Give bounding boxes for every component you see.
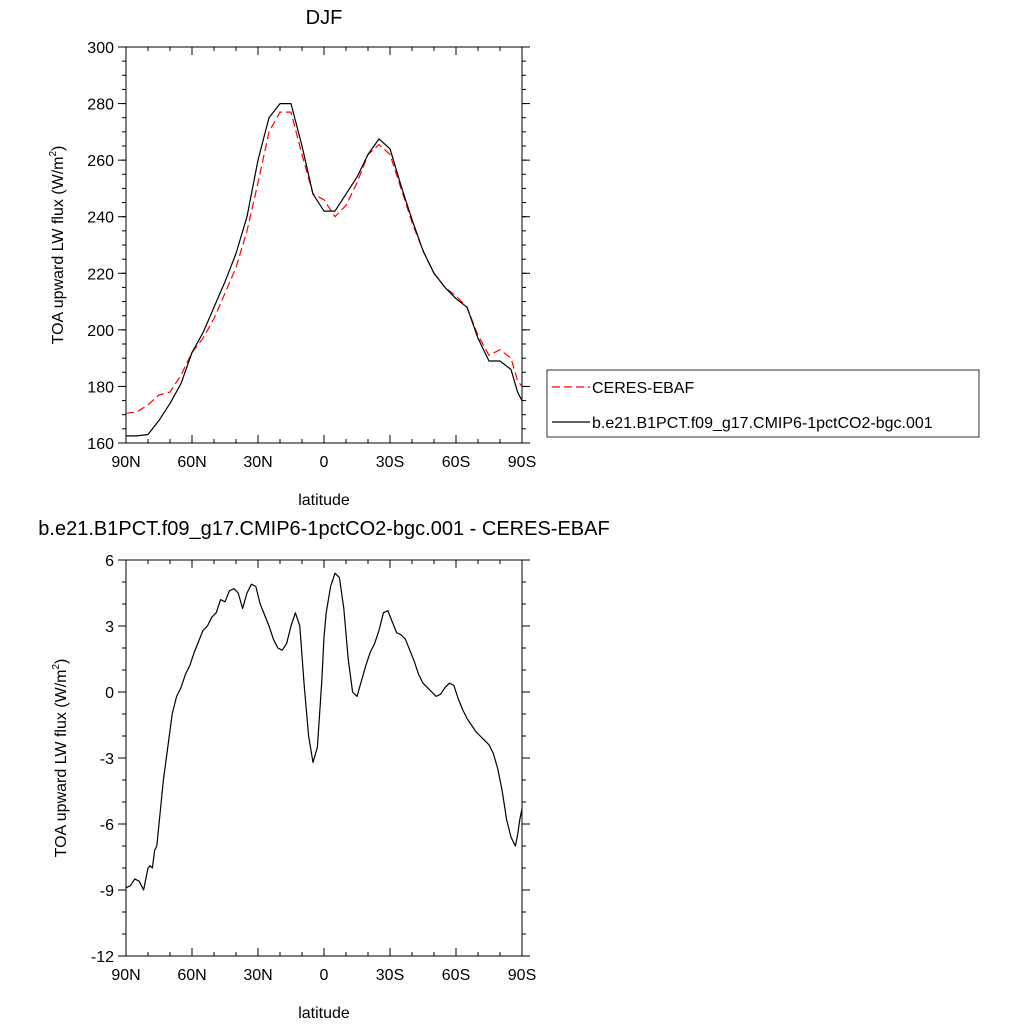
y-tick-label: 280 [87, 97, 114, 114]
x-tick-label: 30N [243, 967, 272, 984]
bottom-chart-panel: b.e21.B1PCT.f09_g17.CMIP6-1pctCO2-bgc.00… [38, 518, 609, 1022]
bottom-y-label-close: ) [53, 659, 70, 664]
y-tick-label: 3 [105, 619, 114, 636]
top-chart-title: DJF [306, 7, 343, 29]
top-chart-y-axis-label: TOA upward LW flux (W/m2) [48, 146, 67, 345]
bottom-chart-series [125, 572, 523, 891]
top-y-label-main: TOA upward LW flux (W/m [50, 157, 67, 345]
y-tick-label: 160 [87, 436, 114, 453]
y-tick-label: -9 [100, 883, 114, 900]
y-tick-label: 240 [87, 210, 114, 227]
series-line-ceres [125, 111, 523, 414]
top-chart-plot-area: 90N 60N 30N 0 30S 60S 90S 160 180 200 220 240 260 280… [87, 40, 536, 471]
y-tick-label: 6 [105, 553, 114, 570]
x-tick-label: 60N [177, 454, 206, 471]
x-tick-label: 90N [111, 454, 140, 471]
bottom-y-label-main: TOA upward LW flux (W/m [53, 670, 70, 858]
y-tick-label: -12 [91, 949, 114, 966]
x-tick-label: 90N [111, 967, 140, 984]
top-chart-frame [125, 46, 523, 444]
x-tick-label: 60S [442, 967, 470, 984]
top-y-label-sup: 2 [48, 151, 59, 157]
bottom-chart-x-axis-label: latitude [298, 1005, 350, 1022]
y-tick-label: 0 [105, 685, 114, 702]
x-tick-label: 30N [243, 454, 272, 471]
top-chart-x-axis-label: latitude [298, 492, 350, 509]
bottom-chart-title: b.e21.B1PCT.f09_g17.CMIP6-1pctCO2-bgc.00… [38, 518, 609, 540]
y-tick-label: -6 [100, 817, 114, 834]
x-tick-label: 60S [442, 454, 470, 471]
bottom-chart-y-axis-label: TOA upward LW flux (W/m2) [51, 659, 70, 858]
bottom-chart-frame [125, 559, 523, 957]
y-tick-label: 180 [87, 379, 114, 396]
top-chart-series [125, 102, 523, 437]
legend: CERES-EBAF b.e21.B1PCT.f09_g17.CMIP6-1pc… [546, 369, 980, 438]
legend-box [546, 369, 980, 438]
bottom-y-label-sup: 2 [51, 664, 62, 670]
bottom-chart-plot-area: 90N 60N 30N 0 30S 60S 90S -12 -9 -6 -3 0 3 6 [91, 553, 536, 984]
y-tick-label: 220 [87, 266, 114, 283]
y-tick-label: 300 [87, 40, 114, 57]
series-line-difference [125, 572, 523, 891]
top-chart-ticks: 90N 60N 30N 0 30S 60S 90S 160 180 200 220 240 260 280… [87, 40, 536, 471]
y-tick-label: -3 [100, 751, 114, 768]
y-tick-label: 200 [87, 323, 114, 340]
legend-label-model: b.e21.B1PCT.f09_g17.CMIP6-1pctCO2-bgc.00… [592, 415, 933, 432]
x-tick-label: 30S [376, 967, 404, 984]
top-y-label-close: ) [50, 146, 67, 151]
x-tick-label: 90S [508, 454, 536, 471]
legend-label-ceres: CERES-EBAF [592, 380, 694, 397]
series-line-model [126, 102, 523, 437]
bottom-chart-ticks: 90N 60N 30N 0 30S 60S 90S -12 -9 -6 -3 0 3 6 [91, 553, 536, 984]
x-tick-label: 90S [508, 967, 536, 984]
x-tick-label: 0 [320, 967, 329, 984]
x-tick-label: 30S [376, 454, 404, 471]
top-chart-panel: DJF 90N 60N 30N 0 30S 60S 90S 160 180 200 220 240 26… [48, 7, 980, 509]
x-tick-label: 0 [320, 454, 329, 471]
x-tick-label: 60N [177, 967, 206, 984]
y-tick-label: 260 [87, 153, 114, 170]
